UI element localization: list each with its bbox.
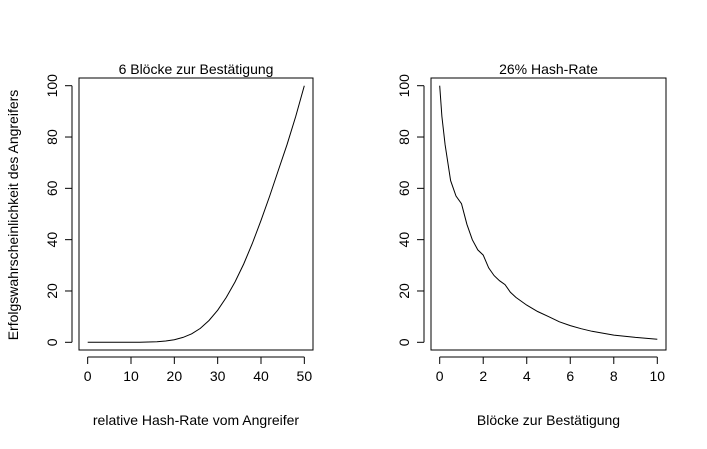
y-tick-label: 20 bbox=[396, 283, 412, 299]
x-tick-label: 6 bbox=[566, 368, 574, 384]
x-axis-label: Blöcke zur Bestätigung bbox=[477, 412, 620, 428]
y-tick-label: 0 bbox=[44, 338, 60, 346]
chart-panel-left: 6 Blöcke zur Bestätigung 0 10 20 30 40 50 relat… bbox=[44, 61, 314, 428]
y-tick-label: 100 bbox=[44, 74, 60, 98]
series-line bbox=[87, 85, 305, 343]
y-tick-label: 80 bbox=[396, 129, 412, 145]
chart-title: 6 Blöcke zur Bestätigung bbox=[119, 61, 274, 77]
x-tick-label: 30 bbox=[210, 368, 226, 384]
plot-frame bbox=[430, 77, 667, 351]
x-tick-label: 2 bbox=[479, 368, 487, 384]
x-tick-label: 20 bbox=[167, 368, 183, 384]
x-tick-label: 10 bbox=[650, 368, 666, 384]
series-line bbox=[439, 85, 658, 340]
y-axis-label: Erfolgswahrscheinlichkeit des Angreifers bbox=[5, 90, 21, 341]
x-tick-label: 0 bbox=[436, 368, 444, 384]
y-tick-label: 60 bbox=[44, 180, 60, 196]
x-tick-label: 10 bbox=[123, 368, 139, 384]
x-axis-label: relative Hash-Rate vom Angreifer bbox=[93, 412, 300, 428]
y-tick-label: 40 bbox=[44, 232, 60, 248]
y-tick-label: 40 bbox=[396, 232, 412, 248]
y-tick-label: 60 bbox=[396, 180, 412, 196]
chart-title: 26% Hash-Rate bbox=[499, 61, 598, 77]
y-tick-label: 0 bbox=[396, 338, 412, 346]
y-tick-label: 80 bbox=[44, 129, 60, 145]
x-tick-label: 0 bbox=[84, 368, 92, 384]
y-tick-label: 20 bbox=[44, 283, 60, 299]
plot-frame bbox=[78, 77, 314, 351]
chart-panel-right: 26% Hash-Rate 0 2 4 6 8 10 Blöcke zur Bestätigu… bbox=[396, 61, 667, 428]
x-tick-label: 40 bbox=[253, 368, 269, 384]
x-tick-label: 50 bbox=[297, 368, 313, 384]
x-tick-label: 8 bbox=[610, 368, 618, 384]
x-tick-label: 4 bbox=[523, 368, 531, 384]
y-tick-label: 100 bbox=[396, 74, 412, 98]
